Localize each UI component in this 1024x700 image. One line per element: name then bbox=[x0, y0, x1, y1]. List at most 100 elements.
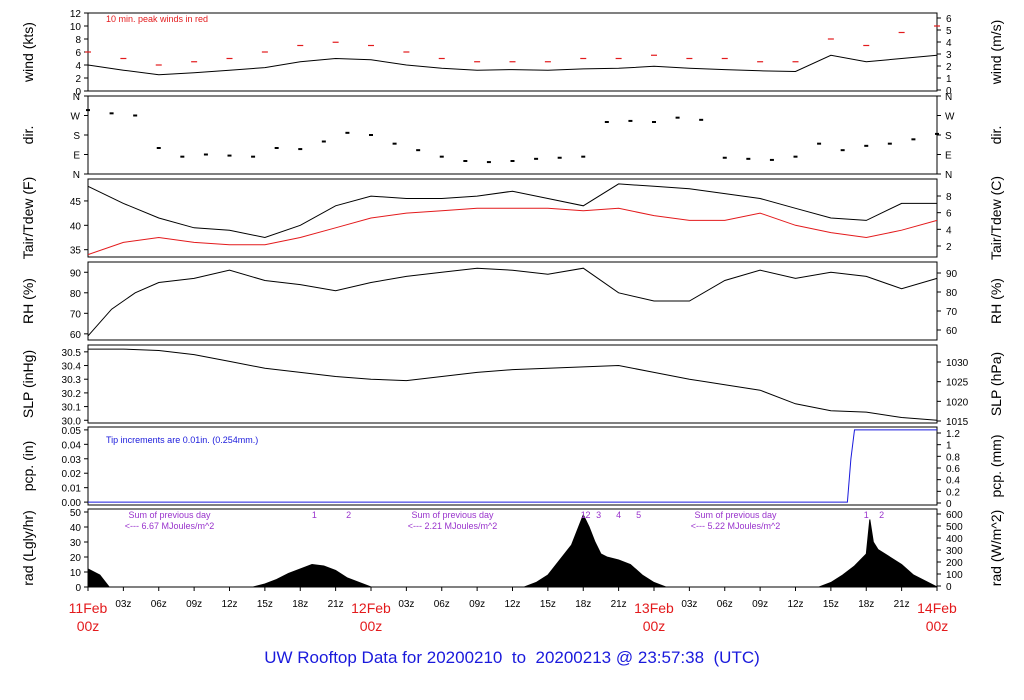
y-axis-label: rad (Lgly/hr) bbox=[20, 510, 36, 585]
y-axis-label: Tair/Tdew (F) bbox=[20, 177, 36, 259]
rad-marker-label: 2 bbox=[879, 510, 884, 520]
x-tick-label: 18z bbox=[575, 599, 591, 610]
y-tick-label: N bbox=[73, 170, 80, 181]
x-tick-label: 12z bbox=[504, 599, 520, 610]
y-tick-label-right: 70 bbox=[946, 307, 958, 318]
y-tick-label-right: 1.2 bbox=[946, 429, 960, 440]
y-tick-label-right: 300 bbox=[946, 546, 963, 557]
y-tick-label-right: 0.8 bbox=[946, 452, 960, 463]
y-tick-label-right: 6 bbox=[946, 209, 952, 220]
y-tick-label-right: N bbox=[945, 170, 952, 181]
x-tick-label: 18z bbox=[858, 599, 874, 610]
y-tick-label: 30.2 bbox=[62, 389, 82, 400]
footer-title: UW Rooftop Data for 20200210 to 20200213… bbox=[0, 648, 1024, 668]
series-line-slp bbox=[88, 348, 938, 421]
y-tick-label: 0.05 bbox=[62, 426, 82, 437]
panel-frame bbox=[87, 12, 938, 92]
y-axis-label-right: Tair/Tdew (C) bbox=[988, 176, 1004, 260]
y-tick-label-right: 0 bbox=[946, 582, 952, 593]
y-tick-label-right: 4 bbox=[946, 38, 952, 49]
x-tick-label: 06z bbox=[434, 599, 450, 610]
y-tick-label: 0 bbox=[75, 87, 81, 98]
y-tick-label: 8 bbox=[75, 35, 81, 46]
y-tick-label-right: 8 bbox=[946, 192, 952, 203]
x-day-label: 12Feb bbox=[351, 600, 391, 616]
y-tick-label: 0 bbox=[75, 583, 81, 594]
y-tick-label: 50 bbox=[70, 508, 82, 519]
y-tick-label-right: 2 bbox=[946, 242, 952, 253]
y-tick-label-right: 4 bbox=[946, 225, 952, 236]
series-line-temp bbox=[87, 207, 938, 256]
day-sum-label: Sum of previous day bbox=[128, 510, 211, 520]
x-tick-label: 21z bbox=[328, 599, 344, 610]
day-sum-value: <--- 5.22 MJoules/m^2 bbox=[691, 521, 781, 531]
y-tick-label-right: 1 bbox=[946, 441, 952, 452]
y-tick-label-right: W bbox=[945, 112, 955, 123]
x-tick-label: 03z bbox=[398, 599, 414, 610]
x-tick-label: 18z bbox=[292, 599, 308, 610]
x-tick-label: 21z bbox=[611, 599, 627, 610]
radiation-area bbox=[87, 513, 938, 588]
y-tick-label: 30.4 bbox=[62, 362, 82, 373]
y-axis-label: pcp. (in) bbox=[20, 441, 36, 492]
y-tick-label-right: 600 bbox=[946, 510, 963, 521]
y-axis-label: SLP (inHg) bbox=[20, 350, 36, 418]
y-axis-label-right: SLP (hPa) bbox=[988, 352, 1004, 416]
x-tick-label: 03z bbox=[681, 599, 697, 610]
y-tick-label: 30.0 bbox=[62, 416, 82, 427]
panel-frame bbox=[87, 95, 938, 175]
rad-marker-label: 1 bbox=[864, 510, 869, 520]
panel-pcp: 0.00 0.01 0.02 0.03 0.04 0.05 00.20.40.60.811.… bbox=[20, 426, 1004, 510]
x-tick-label: 06z bbox=[151, 599, 167, 610]
y-tick-label: 2 bbox=[75, 74, 81, 85]
y-tick-label: 20 bbox=[70, 553, 82, 564]
y-axis-label: RH (%) bbox=[20, 278, 36, 324]
panel-slp: 30.0 30.1 30.2 30.3 30.4 30.5 1015 1020 1025 1030… bbox=[20, 344, 1004, 428]
y-tick-label: 90 bbox=[70, 268, 82, 279]
x-tick-label: 06z bbox=[717, 599, 733, 610]
x-day-time-label: 00z bbox=[643, 618, 666, 634]
series-line-wind bbox=[87, 54, 938, 76]
y-tick-label-right: 500 bbox=[946, 522, 963, 533]
panel-frame bbox=[87, 261, 938, 341]
rad-marker-label: 1 bbox=[312, 510, 317, 520]
y-tick-label: 10 bbox=[70, 22, 82, 33]
footer-at: @ bbox=[615, 648, 634, 667]
footer-time: 23:57:38 bbox=[637, 648, 705, 667]
y-tick-label: 70 bbox=[70, 309, 82, 320]
footer-prefix: UW Rooftop Data for bbox=[264, 648, 423, 667]
y-tick-label: 45 bbox=[70, 197, 82, 208]
y-tick-label-right: S bbox=[945, 131, 952, 142]
y-tick-label-right: 0.2 bbox=[946, 487, 960, 498]
y-tick-label-right: N bbox=[945, 92, 952, 103]
y-tick-label: 4 bbox=[75, 61, 81, 72]
y-tick-label-right: 5 bbox=[946, 26, 952, 37]
rad-marker-label: 1 bbox=[581, 510, 586, 520]
y-tick-label: 80 bbox=[70, 289, 82, 300]
y-tick-label-right: 80 bbox=[946, 288, 958, 299]
series-line-temp bbox=[87, 183, 937, 239]
x-tick-label: 09z bbox=[186, 599, 202, 610]
x-tick-label: 15z bbox=[257, 599, 273, 610]
x-day-time-label: 00z bbox=[360, 618, 383, 634]
y-tick-label: 0.03 bbox=[62, 455, 82, 466]
y-tick-label-right: 200 bbox=[946, 558, 963, 569]
x-day-time-label: 00z bbox=[77, 618, 100, 634]
x-day-label: 14Feb bbox=[917, 600, 957, 616]
day-sum-value: <--- 6.67 MJoules/m^2 bbox=[125, 521, 215, 531]
y-tick-label: 30.3 bbox=[62, 375, 82, 386]
x-tick-label: 21z bbox=[894, 599, 910, 610]
panel-frame bbox=[87, 426, 938, 506]
y-axis-label-right: dir. bbox=[988, 126, 1004, 145]
x-tick-label: 12z bbox=[221, 599, 237, 610]
y-tick-label: W bbox=[71, 112, 81, 123]
y-tick-label: 10 bbox=[70, 568, 82, 579]
x-tick-label: 03z bbox=[115, 599, 131, 610]
footer-start: 20200210 bbox=[426, 648, 503, 667]
x-tick-label: 09z bbox=[469, 599, 485, 610]
y-tick-label: 40 bbox=[70, 221, 82, 232]
y-tick-label-right: 0.6 bbox=[946, 464, 960, 475]
y-tick-label-right: 100 bbox=[946, 570, 963, 581]
